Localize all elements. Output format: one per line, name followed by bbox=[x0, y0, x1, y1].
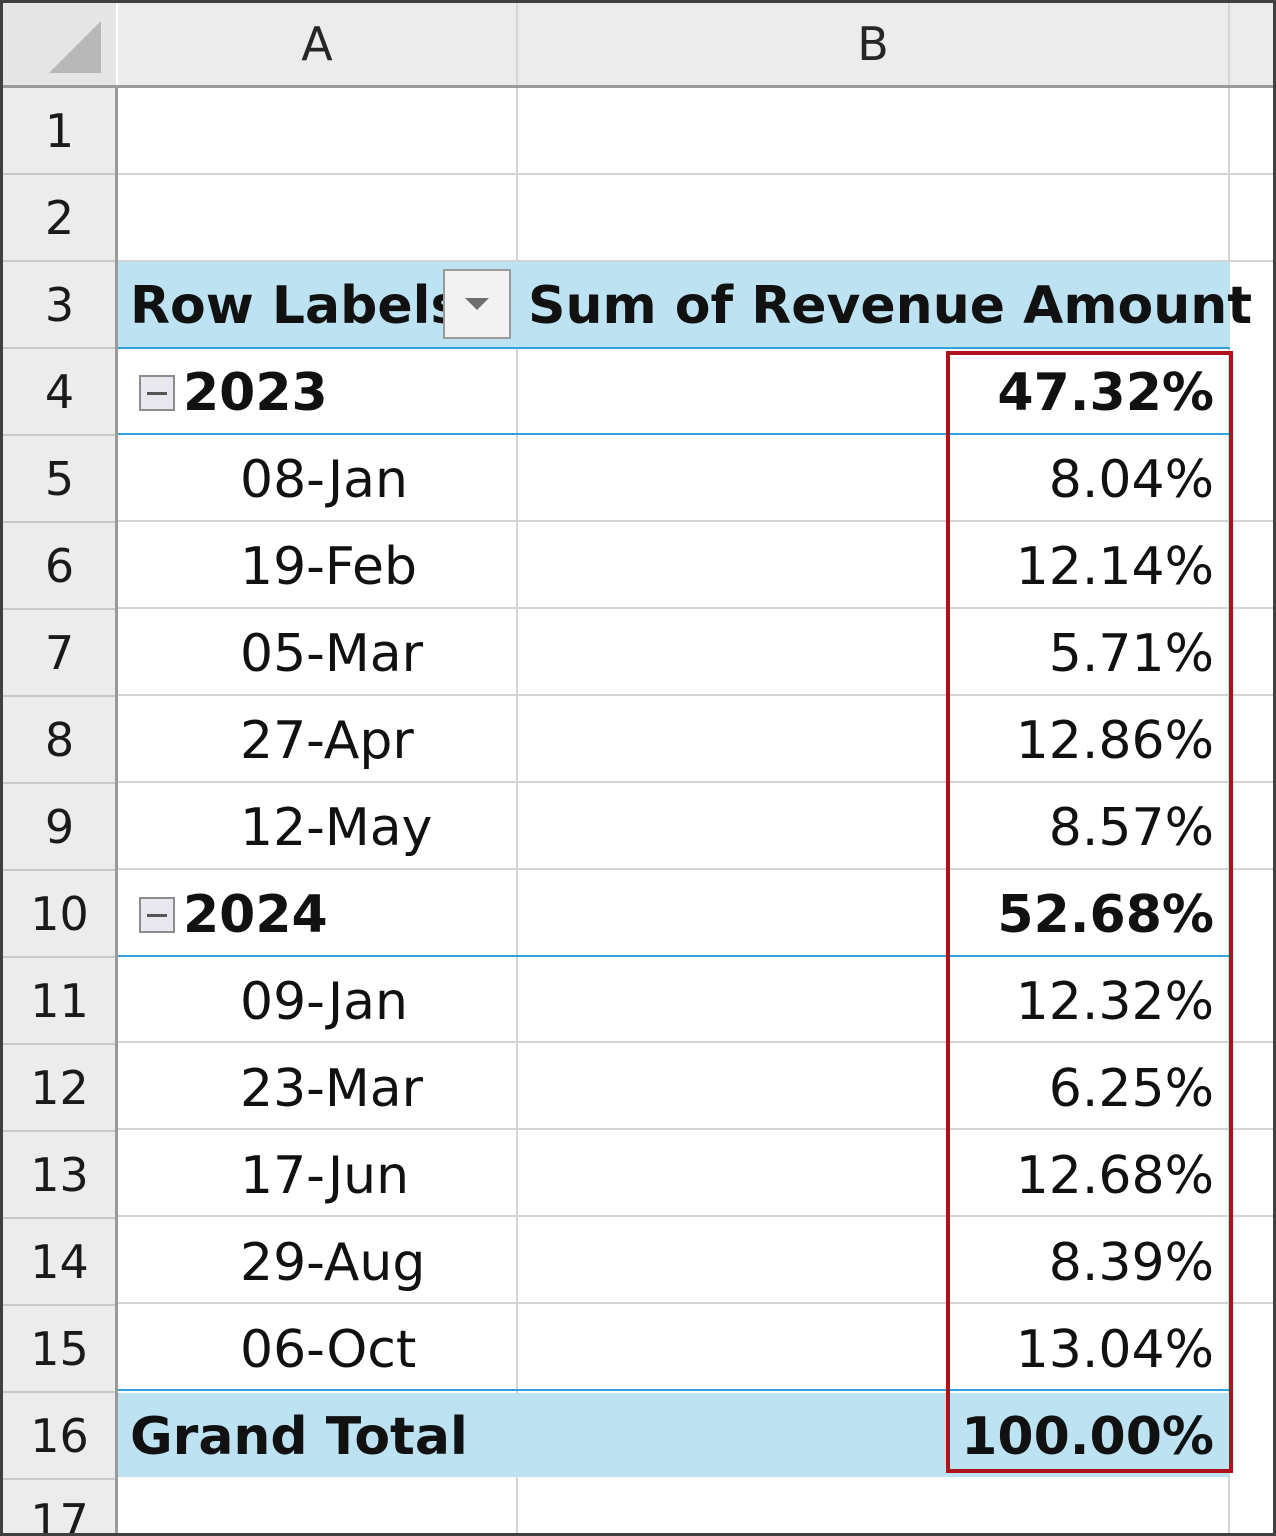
column-header-b[interactable]: B bbox=[518, 3, 1228, 85]
pivot-item-value[interactable]: 12.32% bbox=[1015, 971, 1214, 1032]
row-header-10[interactable]: 10 bbox=[3, 871, 116, 958]
select-all-triangle-icon bbox=[49, 21, 101, 73]
select-all-button[interactable] bbox=[3, 3, 116, 85]
row-header-5[interactable]: 5 bbox=[3, 436, 116, 523]
gridline-row-6 bbox=[3, 607, 1273, 609]
gridline-row-1 bbox=[3, 173, 1273, 175]
row-header-17[interactable]: 17 bbox=[3, 1480, 116, 1533]
row-header-3[interactable]: 3 bbox=[3, 262, 116, 349]
gridline-row-13 bbox=[3, 1215, 1273, 1217]
pivot-group-label-2024[interactable]: 2024 bbox=[183, 884, 328, 945]
row-header-4[interactable]: 4 bbox=[3, 349, 116, 436]
pivot-item-label[interactable]: 17-Jun bbox=[240, 1145, 410, 1206]
pivot-group-rule-2023 bbox=[118, 433, 1230, 435]
row-header-13[interactable]: 13 bbox=[3, 1132, 116, 1219]
collapse-2023-button[interactable] bbox=[139, 375, 175, 411]
pivot-item-value[interactable]: 12.86% bbox=[1015, 710, 1214, 771]
column-header-a[interactable]: A bbox=[118, 3, 516, 85]
row-header-7[interactable]: 7 bbox=[3, 610, 116, 697]
row-header-9[interactable]: 9 bbox=[3, 784, 116, 871]
row-header-11[interactable]: 11 bbox=[3, 958, 116, 1045]
pivot-item-label[interactable]: 12-May bbox=[240, 797, 433, 858]
pivot-item-label[interactable]: 08-Jan bbox=[240, 449, 408, 510]
row-header-8[interactable]: 8 bbox=[3, 697, 116, 784]
row-header-14[interactable]: 14 bbox=[3, 1219, 116, 1306]
collapse-2024-button[interactable] bbox=[139, 897, 175, 933]
grand-total-band bbox=[118, 1393, 1230, 1477]
gridline-row-8 bbox=[3, 781, 1273, 783]
gridline-row-7 bbox=[3, 694, 1273, 696]
grand-total-value[interactable]: 100.00% bbox=[961, 1406, 1214, 1467]
row-header-15[interactable]: 15 bbox=[3, 1306, 116, 1393]
pivot-item-value[interactable]: 6.25% bbox=[1048, 1058, 1214, 1119]
pivot-item-value[interactable]: 5.71% bbox=[1048, 623, 1214, 684]
gridline-col-a-b bbox=[516, 3, 518, 1533]
pivot-header-band bbox=[118, 262, 1230, 349]
pivot-group-rule-2024 bbox=[118, 955, 1230, 957]
gridline-row-2 bbox=[3, 260, 1273, 262]
pivot-header-rule bbox=[118, 347, 1230, 349]
pivot-item-value[interactable]: 8.39% bbox=[1048, 1232, 1214, 1293]
row-header-1[interactable]: 1 bbox=[3, 88, 116, 175]
pivot-item-label[interactable]: 05-Mar bbox=[240, 623, 424, 684]
pivot-item-label[interactable]: 19-Feb bbox=[240, 536, 417, 597]
pivot-item-label[interactable]: 09-Jan bbox=[240, 971, 408, 1032]
pivot-item-label[interactable]: 23-Mar bbox=[240, 1058, 424, 1119]
pivot-item-label[interactable]: 06-Oct bbox=[240, 1319, 417, 1380]
pivot-item-value[interactable]: 12.68% bbox=[1015, 1145, 1214, 1206]
pivot-item-value[interactable]: 8.57% bbox=[1048, 797, 1214, 858]
pivot-group-label-2023[interactable]: 2023 bbox=[183, 362, 328, 423]
grand-total-rule bbox=[118, 1389, 1230, 1391]
pivot-group-value-2024[interactable]: 52.68% bbox=[997, 884, 1214, 945]
gridline-row-5 bbox=[3, 520, 1273, 522]
grand-total-label[interactable]: Grand Total bbox=[130, 1406, 468, 1467]
column-header-border bbox=[3, 85, 1273, 88]
gridline-row-11 bbox=[3, 1041, 1273, 1043]
gridline-row-12 bbox=[3, 1128, 1273, 1130]
pivot-row-labels-header[interactable]: Row Labels bbox=[130, 275, 462, 336]
pivot-item-label[interactable]: 29-Aug bbox=[240, 1232, 426, 1293]
row-header-2[interactable]: 2 bbox=[3, 175, 116, 262]
row-header-16[interactable]: 16 bbox=[3, 1393, 116, 1480]
pivot-item-label[interactable]: 27-Apr bbox=[240, 710, 414, 771]
column-header-c[interactable] bbox=[1230, 3, 1273, 85]
pivot-group-value-2023[interactable]: 47.32% bbox=[997, 362, 1214, 423]
row-header-12[interactable]: 12 bbox=[3, 1045, 116, 1132]
pivot-item-value[interactable]: 8.04% bbox=[1048, 449, 1214, 510]
row-header-6[interactable]: 6 bbox=[3, 523, 116, 610]
row-header-border bbox=[115, 85, 118, 1533]
gridline-row-9 bbox=[3, 868, 1273, 870]
row-labels-filter-button[interactable] bbox=[443, 269, 511, 339]
pivot-item-value[interactable]: 13.04% bbox=[1015, 1319, 1214, 1380]
pivot-value-field-header[interactable]: Sum of Revenue Amount bbox=[528, 275, 1253, 336]
gridline-row-14 bbox=[3, 1302, 1273, 1304]
dropdown-arrow-icon bbox=[465, 298, 489, 310]
pivot-item-value[interactable]: 12.14% bbox=[1015, 536, 1214, 597]
